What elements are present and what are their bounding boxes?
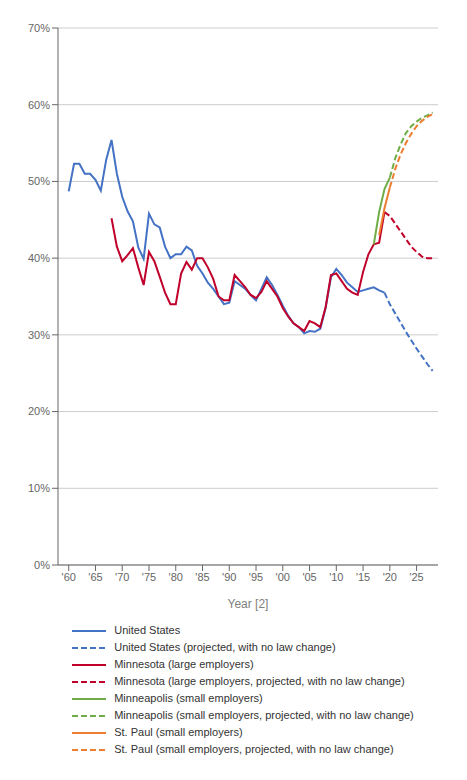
html-text:St. Paul (small employers): St. Paul (small employers): [114, 726, 243, 738]
html-text:Minnesota (large employers): Minnesota (large employers): [114, 658, 254, 670]
html-text:Minnesota (large employers, pr: Minnesota (large employers, projected, w…: [114, 675, 405, 687]
html-text:United States: United States: [114, 624, 181, 636]
svg-text:'00: '00: [276, 571, 290, 583]
svg-text:20%: 20%: [28, 405, 50, 417]
svg-text:'10: '10: [329, 571, 343, 583]
svg-text:70%: 70%: [28, 22, 50, 34]
svg-text:'75: '75: [142, 571, 156, 583]
svg-text:'05: '05: [302, 571, 316, 583]
svg-text:'90: '90: [222, 571, 236, 583]
svg-text:'15: '15: [356, 571, 370, 583]
html-text:St. Paul (small employers, pro: St. Paul (small employers, projected, wi…: [114, 743, 394, 755]
html-text:Minneapolis (small employers,: Minneapolis (small employers, projected,…: [114, 709, 414, 721]
svg-text:'85: '85: [195, 571, 209, 583]
html-text:United States (projected, with: United States (projected, with no law ch…: [114, 641, 336, 653]
html-text:Minneapolis (small employers): Minneapolis (small employers): [114, 692, 263, 704]
svg-text:'60: '60: [62, 571, 76, 583]
svg-text:10%: 10%: [28, 482, 50, 494]
svg-text:'20: '20: [383, 571, 397, 583]
svg-text:'25: '25: [409, 571, 423, 583]
svg-text:'65: '65: [88, 571, 102, 583]
svg-text:'70: '70: [115, 571, 129, 583]
svg-text:0%: 0%: [34, 559, 50, 571]
svg-text:50%: 50%: [28, 175, 50, 187]
svg-text:60%: 60%: [28, 99, 50, 111]
svg-text:40%: 40%: [28, 252, 50, 264]
svg-text:30%: 30%: [28, 329, 50, 341]
svg-text:'80: '80: [169, 571, 183, 583]
svg-text:'95: '95: [249, 571, 263, 583]
svg-text:Year [2]: Year [2]: [228, 597, 269, 611]
